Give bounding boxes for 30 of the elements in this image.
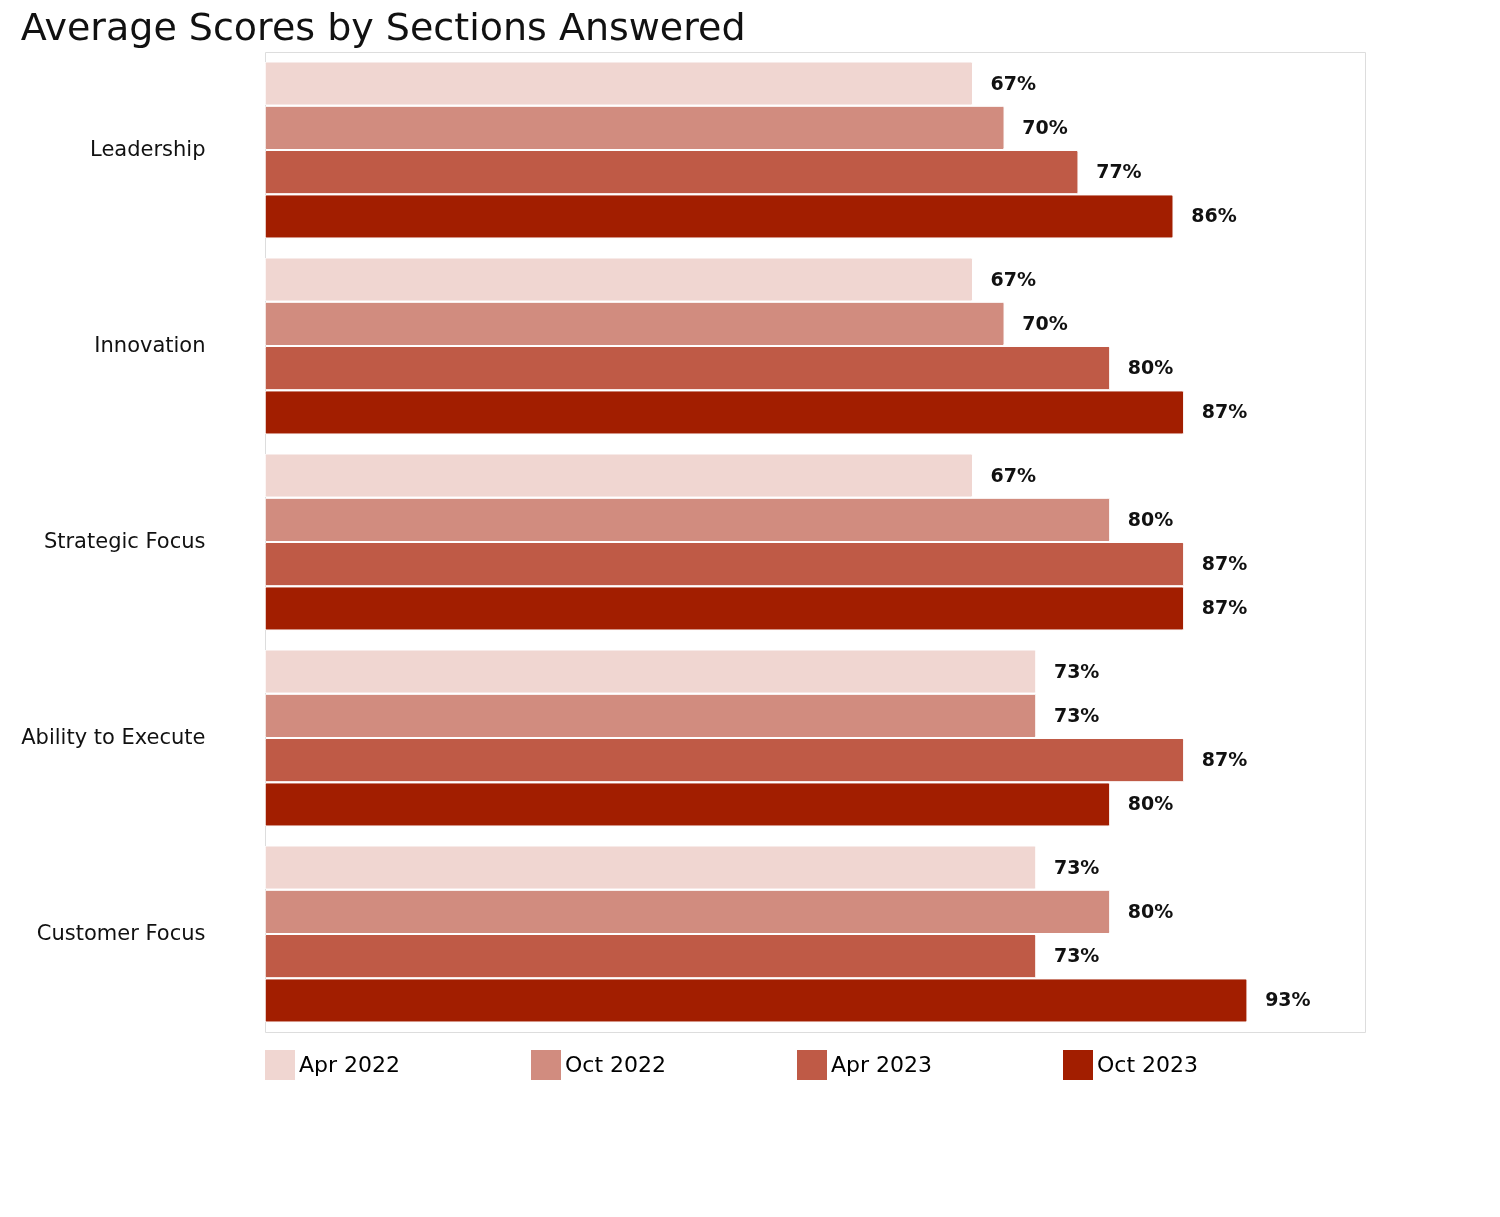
data-label: 80%	[1127, 507, 1174, 530]
data-label: 67%	[990, 267, 1037, 290]
data-label: 77%	[1096, 160, 1142, 183]
data-label: 67%	[990, 463, 1037, 486]
legend-label: Apr 2022	[299, 1052, 401, 1077]
legend-label: Apr 2023	[831, 1052, 933, 1077]
legend-label: Oct 2023	[1097, 1052, 1199, 1077]
data-label: 73%	[1053, 659, 1100, 682]
data-label: 87%	[1201, 748, 1248, 771]
y-tick-label: Leadership	[90, 137, 206, 161]
data-label: 73%	[1053, 855, 1100, 878]
data-label: 70%	[1022, 311, 1068, 334]
data-label: 87%	[1201, 552, 1248, 575]
y-tick-label: Innovation	[94, 333, 206, 357]
data-label: 67%	[990, 71, 1037, 94]
y-tick-label: Ability to Execute	[21, 725, 206, 749]
data-label: 87%	[1201, 400, 1248, 423]
data-label: 80%	[1127, 792, 1174, 815]
data-label: 87%	[1201, 596, 1248, 619]
y-tick-label: Strategic Focus	[43, 529, 206, 553]
data-label: 70%	[1022, 115, 1068, 138]
data-label: 93%	[1265, 988, 1311, 1011]
data-label: 86%	[1191, 204, 1237, 227]
legend-label: Oct 2022	[565, 1052, 667, 1077]
chart-title: Average Scores by Sections Answered	[20, 5, 746, 49]
data-label: 73%	[1053, 944, 1100, 967]
data-label: 80%	[1127, 899, 1174, 922]
data-label: 80%	[1127, 356, 1174, 379]
data-label: 73%	[1053, 703, 1100, 726]
y-tick-label: Customer Focus	[36, 921, 206, 945]
